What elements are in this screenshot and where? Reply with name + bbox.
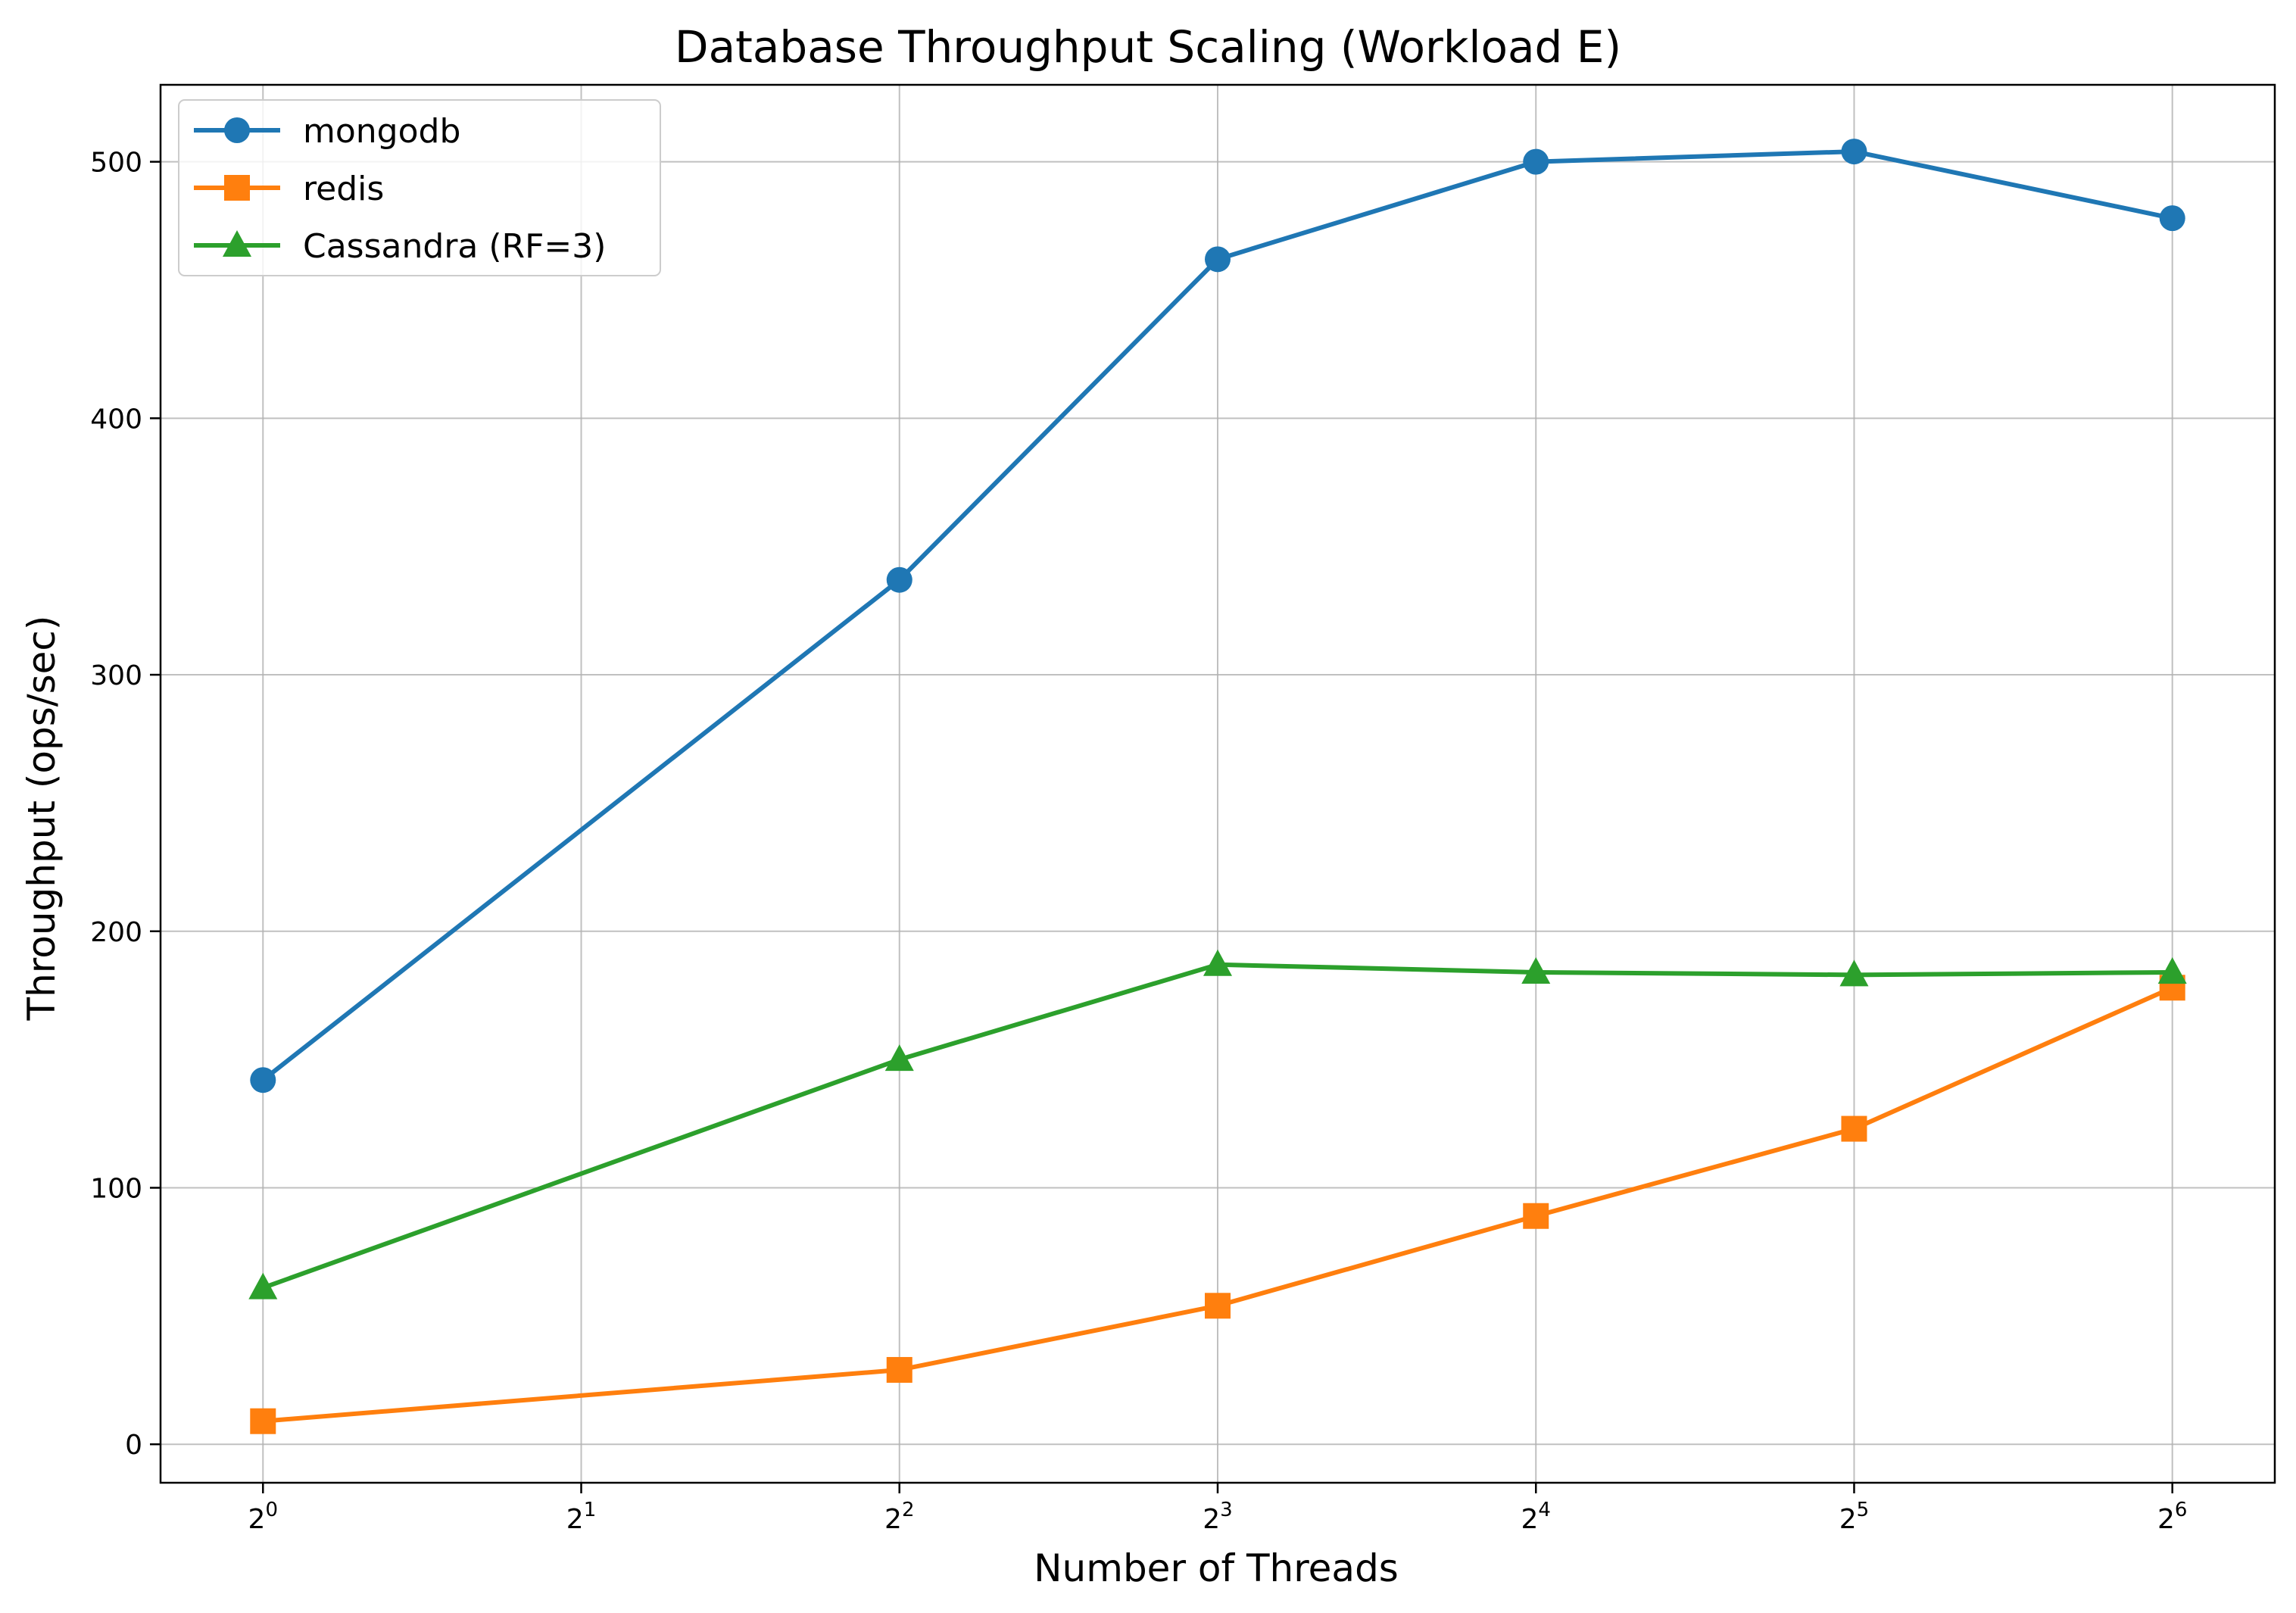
series-mongodb xyxy=(250,139,2185,1094)
x-axis-label: Number of Threads xyxy=(1034,1546,1399,1590)
series-layer xyxy=(248,139,2187,1434)
data-point-cassandra-rf-3 xyxy=(1203,949,1232,976)
y-tick-label: 0 xyxy=(125,1430,142,1461)
data-point-redis xyxy=(1205,1293,1231,1319)
y-tick-label: 100 xyxy=(90,1173,142,1204)
series-redis xyxy=(250,975,2185,1434)
data-point-cassandra-rf-3 xyxy=(1839,959,1869,987)
grid-lines xyxy=(161,85,2275,1483)
series-cassandra-rf-3 xyxy=(248,949,2187,1299)
data-point-mongodb xyxy=(1523,148,1549,175)
data-point-redis xyxy=(1841,1115,1867,1142)
x-tick-label: 23 xyxy=(1203,1499,1232,1535)
data-point-mongodb xyxy=(250,1067,276,1094)
legend: mongodb redis Cassandra (RF=3) xyxy=(178,99,661,276)
data-point-mongodb xyxy=(886,566,912,593)
data-point-mongodb xyxy=(1841,139,1867,165)
x-tick-label: 22 xyxy=(884,1499,914,1535)
legend-marker-redis xyxy=(224,175,250,201)
data-point-cassandra-rf-3 xyxy=(1521,956,1551,984)
x-tick-label: 21 xyxy=(566,1499,596,1535)
data-point-mongodb xyxy=(2159,205,2185,232)
x-tick-label: 20 xyxy=(248,1499,278,1535)
data-point-redis xyxy=(1523,1203,1549,1229)
series-line-redis xyxy=(260,985,2175,1424)
x-axis-ticks: 20 21 22 23 24 25 26 xyxy=(248,1483,2187,1535)
series-line-mongodb xyxy=(260,149,2175,1083)
data-point-cassandra-rf-3 xyxy=(248,1272,278,1299)
y-tick-label: 200 xyxy=(90,917,142,948)
x-tick-label: 25 xyxy=(1839,1499,1869,1535)
y-axis-ticks: 0 100 200 300 400 500 xyxy=(90,148,161,1461)
data-point-cassandra-rf-3 xyxy=(884,1044,914,1072)
legend-label-redis: redis xyxy=(303,170,384,208)
legend-marker-cassandra-rf-3 xyxy=(223,230,251,257)
y-axis-label: Throughput (ops/sec) xyxy=(20,616,64,1022)
y-tick-label: 400 xyxy=(90,404,142,435)
legend-label-cassandra-rf-3: Cassandra (RF=3) xyxy=(303,227,606,266)
y-tick-label: 300 xyxy=(90,660,142,691)
y-tick-label: 500 xyxy=(90,148,142,179)
data-point-mongodb xyxy=(1205,246,1231,273)
legend-box xyxy=(178,99,661,276)
data-point-cassandra-rf-3 xyxy=(2157,956,2187,984)
series-line-cassandra-rf-3 xyxy=(260,962,2175,1290)
x-tick-label: 24 xyxy=(1521,1499,1551,1535)
data-point-redis xyxy=(886,1356,912,1383)
legend-label-mongodb: mongodb xyxy=(303,112,460,151)
chart-title: Database Throughput Scaling (Workload E) xyxy=(675,21,1621,73)
data-point-redis xyxy=(250,1408,276,1434)
legend-marker-mongodb xyxy=(224,117,250,143)
x-tick-label: 26 xyxy=(2157,1499,2187,1535)
